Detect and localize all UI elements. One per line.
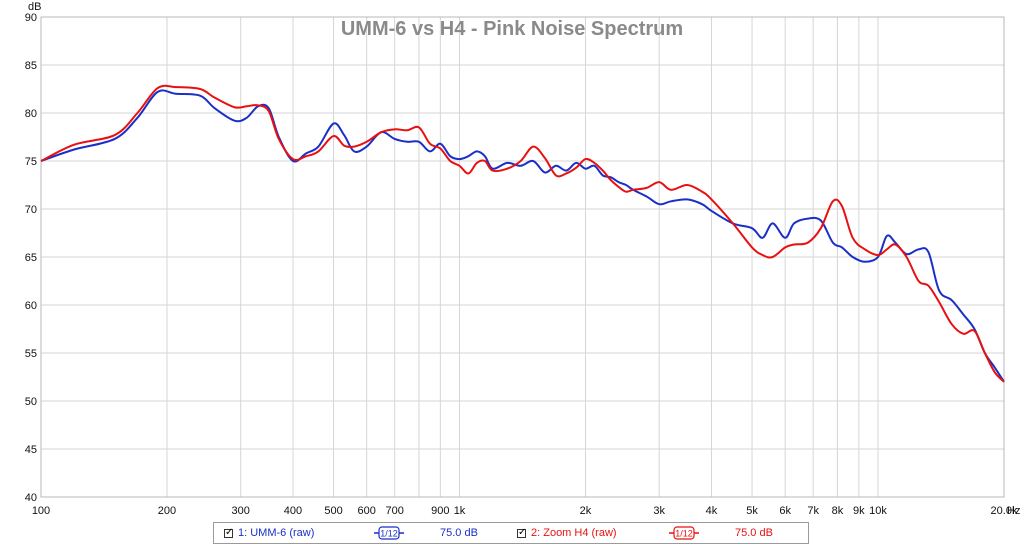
legend-label-zoomh4: 2: Zoom H4 (raw) [531,527,617,539]
zoomh4-smoothing-badge[interactable]: 1/12 [669,526,699,540]
x-tick-label: 20.0k [991,505,1018,517]
x-tick-label: 5k [746,505,758,517]
chart-title: UMM-6 vs H4 - Pink Noise Spectrum [341,18,683,40]
series-line-zoomh4 [40,84,1005,383]
x-tick-label: 400 [284,505,302,517]
x-tick-label: 300 [231,505,249,517]
x-tick-label: 7k [807,505,819,517]
x-tick-label: 8k [832,505,844,517]
grid-lines [40,16,1005,498]
y-tick-label: 80 [25,108,37,120]
x-tick-label: 2k [580,505,592,517]
legend: 1: UMM-6 (raw) 1/12 75.0 dB 2: Zoom H4 (… [213,522,809,544]
zoomh4-level: 75.0 dB [735,527,773,539]
y-tick-label: 75 [25,156,37,168]
legend-item-zoomh4[interactable]: 2: Zoom H4 (raw) [517,527,617,539]
x-tick-label: 1k [454,505,466,517]
y-tick-label: 55 [25,348,37,360]
x-tick-label: 900 [431,505,449,517]
svg-text:1/12: 1/12 [675,529,693,539]
x-tick-label: 10k [869,505,887,517]
x-tick-label: 6k [779,505,791,517]
plot-area-frame [40,16,1005,498]
y-tick-label: 60 [25,300,37,312]
y-axis-tick-labels: 40 45 50 55 60 65 70 75 80 85 90 [25,12,37,504]
x-tick-label: 700 [386,505,404,517]
legend-item-umm6[interactable]: 1: UMM-6 (raw) [224,527,314,539]
y-axis-label: dB [28,1,41,13]
series-lines [40,84,1005,383]
y-tick-label: 65 [25,252,37,264]
y-tick-label: 70 [25,204,37,216]
x-tick-label: 200 [158,505,176,517]
x-tick-label: 500 [324,505,342,517]
zoomh4-checkbox[interactable] [517,527,526,538]
x-tick-label: 3k [653,505,665,517]
y-tick-label: 85 [25,60,37,72]
x-tick-label: 600 [357,505,375,517]
y-tick-label: 45 [25,444,37,456]
x-axis-unit: Hz [1007,505,1020,517]
spectrum-chart: 40 45 50 55 60 65 70 75 80 85 90 100 200 300 400 500 60… [25,1,1021,517]
x-tick-label: 9k [853,505,865,517]
y-tick-label: 50 [25,396,37,408]
y-tick-label: 90 [25,12,37,24]
x-tick-label: 4k [706,505,718,517]
svg-text:1/12: 1/12 [380,529,398,539]
umm6-smoothing-badge[interactable]: 1/12 [374,526,404,540]
umm6-checkbox[interactable] [224,527,233,538]
y-tick-label: 40 [25,492,37,504]
x-axis-tick-labels: 100 200 300 400 500 600 700 900 1k 2k 3k 4k 5k 6k 7k 8k… [32,505,1018,517]
series-line-umm6 [40,89,1005,383]
x-tick-label: 100 [32,505,50,517]
umm6-level: 75.0 dB [440,527,478,539]
legend-label-umm6: 1: UMM-6 (raw) [238,527,315,539]
